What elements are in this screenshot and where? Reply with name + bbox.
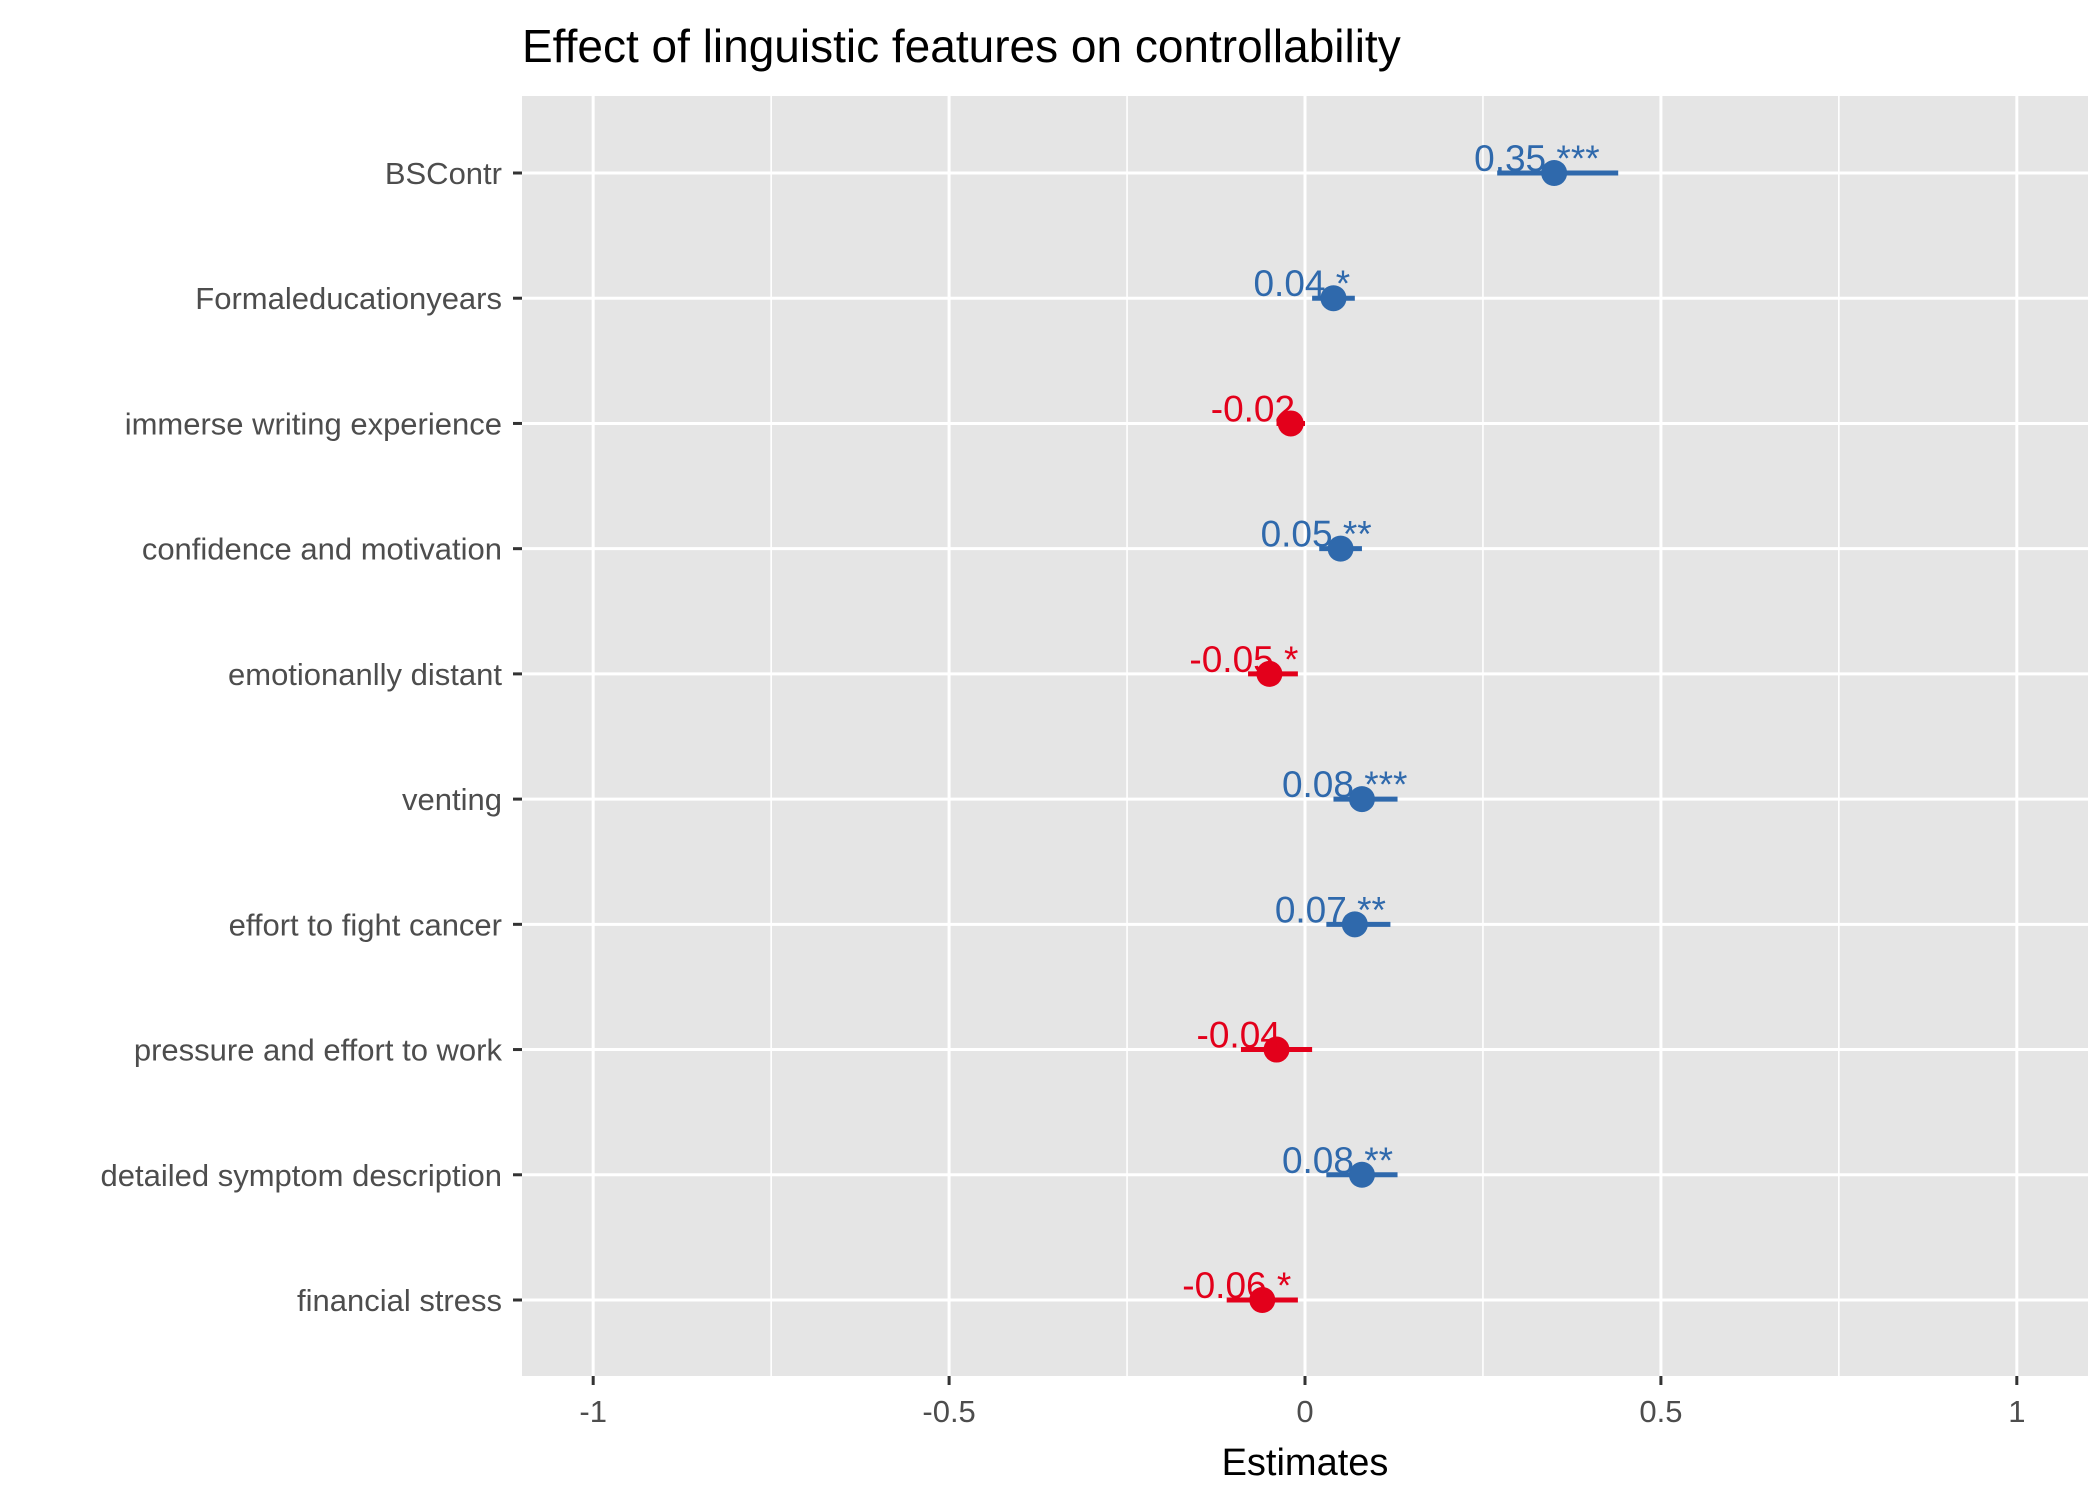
estimate-label: 0.08 ** [1282,1140,1393,1181]
estimate-label: -0.02 [1211,388,1295,429]
x-tick-label: -1 [579,1394,607,1429]
x-axis-label: Estimates [1222,1442,1389,1484]
y-axis: BSContr Formaleducationyears immerse writi… [101,156,522,1318]
estimate-label: -0.05 * [1189,639,1298,680]
y-tick-label: immerse writing experience [125,406,502,441]
estimate-label: 0.08 *** [1282,764,1408,805]
estimate-label: 0.35 *** [1474,138,1600,179]
estimate-point [1327,535,1354,562]
y-tick-label: BSContr [385,156,502,191]
estimate-point [1348,1161,1375,1188]
y-tick-label: Formaleducationyears [195,281,502,316]
estimate-point [1541,160,1568,186]
estimate-point [1249,1287,1276,1313]
estimate-point [1277,410,1304,437]
x-tick-label: 0.5 [1639,1394,1682,1429]
x-tick-label: 1 [2008,1394,2025,1429]
estimate-point [1348,786,1375,813]
estimate-point [1256,660,1283,687]
estimate-label: 0.04 * [1253,263,1350,304]
estimate-label: -0.04 [1197,1015,1281,1056]
y-tick-label: detailed symptom description [101,1158,502,1193]
estimate-label: -0.06 * [1182,1265,1291,1306]
y-tick-label: effort to fight cancer [229,907,502,942]
x-tick-label: 0 [1296,1394,1313,1429]
y-tick-label: emotionanlly distant [228,657,502,692]
y-tick-label: financial stress [297,1283,502,1318]
estimate-point [1263,1036,1290,1063]
y-tick-label: venting [402,782,502,817]
estimate-point [1341,911,1368,938]
estimate-point [1320,285,1347,312]
y-tick-label: confidence and motivation [142,532,502,567]
estimate-label: 0.05 ** [1261,514,1372,555]
estimate-label: 0.07 ** [1275,889,1386,930]
estimate-marks: 0.35 *** 0.04 * -0.02 0.05 ** -0.05 * 0.08 **… [1182,138,1619,1313]
y-tick-label: pressure and effort to work [134,1033,503,1068]
chart-title: Effect of linguistic features on control… [522,20,1401,72]
grid-lines [522,96,2088,1376]
x-axis: -1 -0.5 0 0.5 1 [579,1376,2025,1429]
x-tick-label: -0.5 [922,1394,975,1429]
